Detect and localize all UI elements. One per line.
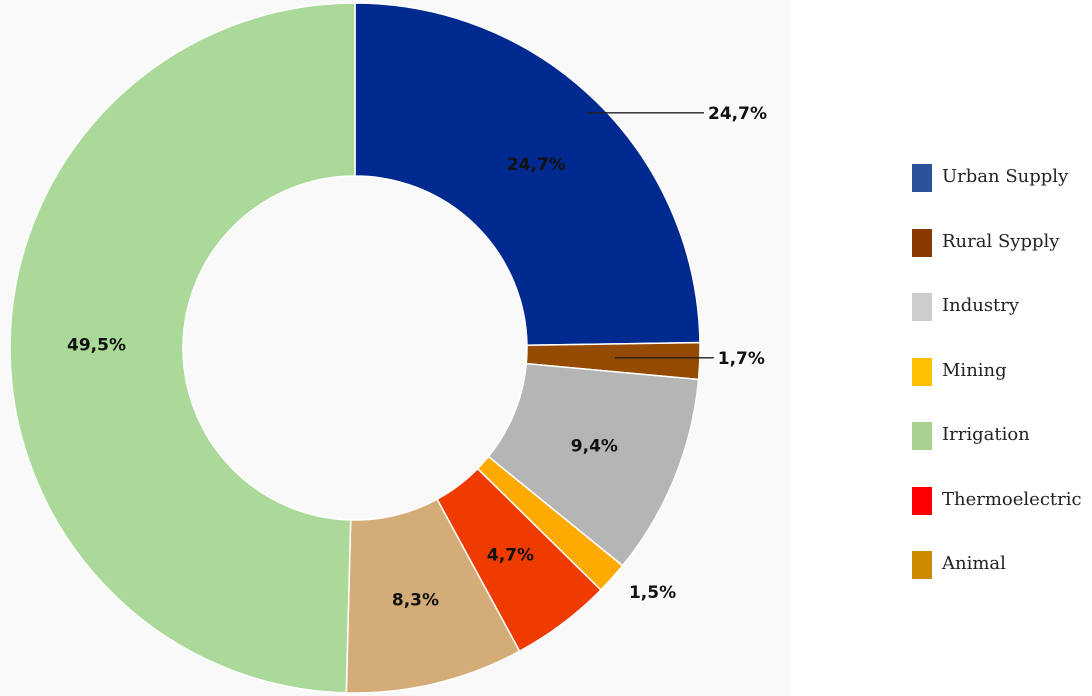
inner-label-irrigation: 49,5% (67, 336, 126, 356)
outer-label-urban-supply: 24,7% (708, 104, 767, 124)
legend-item-animal: Animal (912, 551, 1092, 616)
slice-irrigation (9, 2, 356, 694)
legend-label-industry: Industry (942, 295, 1020, 316)
legend-swatch-mining (912, 357, 932, 386)
legend-swatch-rural-sypply (912, 228, 932, 257)
legend-item-rural-sypply: Rural Sypply (912, 228, 1092, 294)
legend-swatch-animal (912, 551, 932, 579)
legend-item-mining: Mining (912, 357, 1092, 423)
legend: Urban Supply Rural Sypply Industry Mining Ir… (912, 164, 1092, 616)
outer-label-mining: 1,5% (629, 583, 676, 603)
inner-label-animal: 8,3% (392, 590, 439, 610)
inner-label-urban-supply: 24,7% (507, 155, 566, 175)
legend-swatch-industry (912, 293, 932, 321)
legend-label-mining: Mining (942, 359, 1007, 381)
inner-label-industry: 9,4% (571, 437, 618, 457)
chart-panel: 24,7% 9,4% 4,7% 8,3% 49,5% 24,7% 1,7% 1,5% (9, 2, 767, 694)
legend-swatch-urban-supply (912, 164, 932, 192)
legend-item-thermoelectric: Thermoelectric (912, 486, 1092, 552)
legend-swatch-irrigation (912, 422, 932, 450)
legend-label-rural-sypply: Rural Sypply (942, 230, 1060, 252)
legend-item-urban-supply: Urban Supply (912, 164, 1092, 229)
donut-chart: 24,7% 9,4% 4,7% 8,3% 49,5% 24,7% 1,7% 1,5% (9, 2, 767, 694)
legend-label-irrigation: Irrigation (942, 424, 1030, 445)
slice-urban-supply (354, 2, 701, 347)
outer-label-rural-sypply: 1,7% (718, 349, 765, 369)
legend-item-irrigation: Irrigation (912, 422, 1092, 487)
legend-label-urban-supply: Urban Supply (942, 166, 1069, 187)
legend-item-industry: Industry (912, 293, 1092, 358)
legend-label-animal: Animal (942, 553, 1006, 574)
inner-label-thermoelectric: 4,7% (487, 546, 534, 566)
legend-label-thermoelectric: Thermoelectric (942, 488, 1082, 510)
legend-swatch-thermoelectric (912, 486, 932, 515)
